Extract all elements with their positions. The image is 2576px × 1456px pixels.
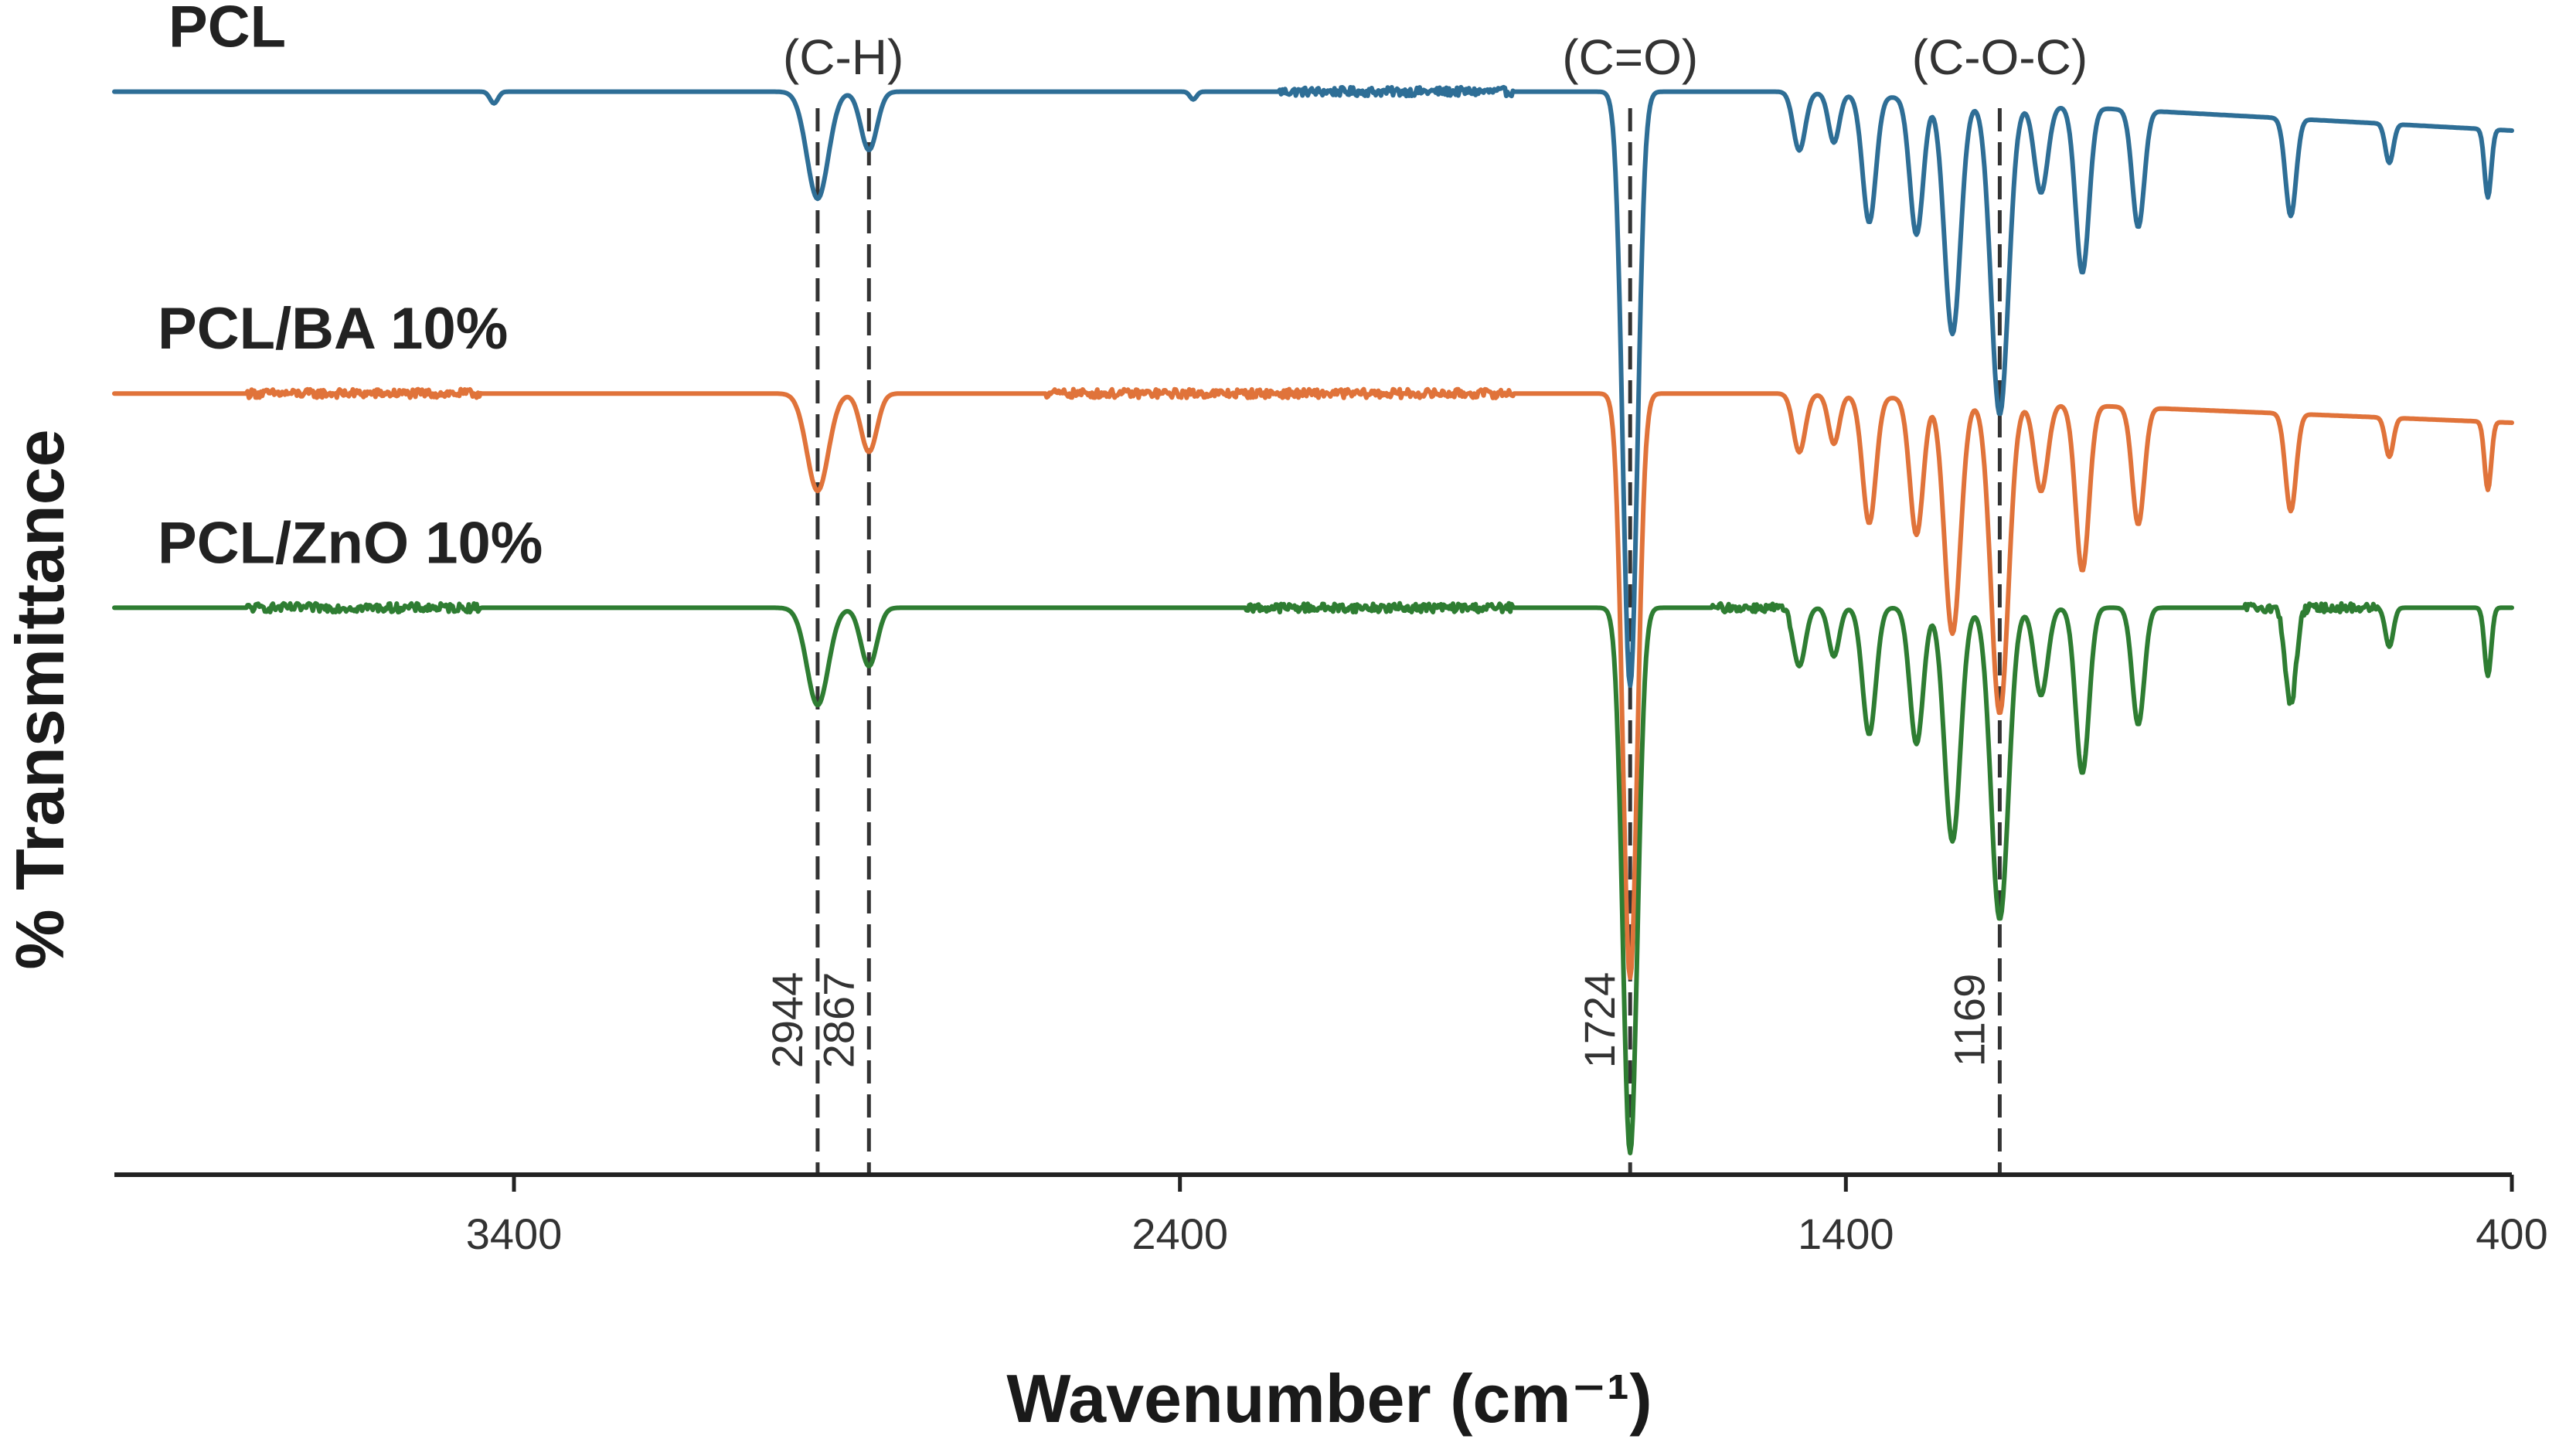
band-label-c-o: (C=O) [1562, 29, 1698, 85]
peak-label-1169: 1169 [1945, 974, 1993, 1066]
x-axis-title: Wavenumber (cm⁻¹) [1006, 1360, 1652, 1437]
peak-labels: 2944 2867 1724 1169 [763, 972, 1993, 1069]
series-label-pcl-ba-10: PCL/BA 10% [158, 296, 508, 362]
series-line-pcl [112, 84, 2514, 689]
x-tick-label-2400: 2400 [1131, 1209, 1228, 1258]
x-tick-label-3400: 3400 [466, 1209, 563, 1258]
peak-label-2867: 2867 [814, 972, 863, 1069]
series-labels: PCL PCL/BA 10% PCL/ZnO 10% [158, 0, 543, 576]
x-tick-label-400: 400 [2476, 1209, 2547, 1258]
series-label-pcl: PCL [168, 0, 286, 60]
series-line-pcl-zno-10 [112, 600, 2514, 1155]
series-line-pcl-ba-10 [112, 386, 2514, 981]
band-group-labels: (C-H) (C=O) (C-O-C) [783, 29, 2088, 85]
series-label-pcl-zno-10: PCL/ZnO 10% [158, 510, 543, 576]
x-axis: 3400 2400 1400 400 [114, 1172, 2548, 1258]
peak-label-2944: 2944 [763, 972, 812, 1069]
band-label-c-o-c: (C-O-C) [1912, 29, 2088, 85]
y-axis-title: % Transmittance [2, 429, 78, 969]
peak-label-1724: 1724 [1575, 972, 1624, 1069]
peak-marker-lines [815, 108, 2002, 1175]
spectra-series [112, 84, 2514, 1155]
band-label-c-h: (C-H) [783, 29, 903, 85]
x-tick-label-1400: 1400 [1798, 1209, 1894, 1258]
